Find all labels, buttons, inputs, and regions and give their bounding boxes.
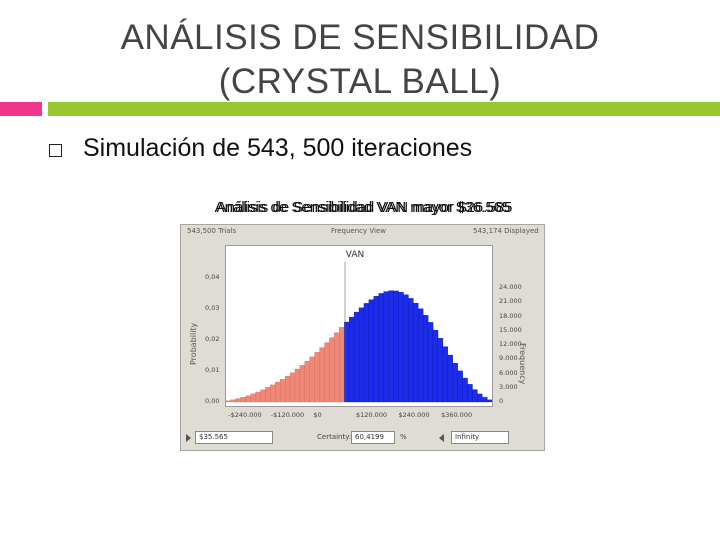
- histogram-bar: [388, 290, 394, 403]
- histogram-bar: [250, 393, 256, 403]
- histogram-bar: [481, 397, 488, 403]
- left-value-field[interactable]: $35.565: [195, 431, 273, 444]
- frequency-tick: 6.000: [499, 368, 518, 377]
- histogram-bar: [472, 389, 478, 403]
- histogram-bar: [462, 377, 468, 403]
- histogram-bar: [275, 381, 281, 403]
- histogram-bar: [314, 352, 320, 403]
- slide-title-line2: (CRYSTAL BALL): [218, 62, 502, 101]
- frequency-axis-label: Frequency: [518, 343, 527, 385]
- histogram-bar: [437, 338, 444, 403]
- histogram-bar: [373, 296, 380, 403]
- histogram-bar: [452, 362, 458, 403]
- chart-caption-text-a: Análisis de Sensibilidad VAN mayor $36.5…: [214, 199, 511, 216]
- x-tick: $120.000: [355, 411, 387, 419]
- probability-tick: 0,04: [205, 272, 220, 281]
- histogram-bar: [299, 365, 306, 403]
- probability-tick: 0,00: [205, 397, 220, 405]
- percent-label: %: [400, 433, 407, 441]
- histogram-bar: [240, 397, 247, 403]
- histogram-plot: VAN: [225, 245, 493, 407]
- histogram-bar: [467, 384, 473, 403]
- left-grabber-icon[interactable]: [186, 434, 191, 442]
- histogram-bar: [353, 311, 360, 403]
- histogram-bar: [319, 347, 325, 403]
- histogram-bar: [477, 393, 483, 403]
- histogram-bar: [368, 299, 375, 403]
- certainty-label: Certainty:: [317, 433, 352, 441]
- frequency-tick: 3.000: [499, 382, 518, 391]
- x-tick: $360.000: [441, 411, 473, 419]
- histogram-bar: [255, 391, 261, 403]
- histogram-bar: [309, 356, 316, 403]
- frequency-tick: 9.000: [499, 354, 518, 363]
- histogram-bar: [280, 379, 286, 403]
- histogram-bar: [270, 384, 276, 403]
- histogram-bar: [378, 293, 384, 403]
- histogram-bar: [339, 327, 345, 403]
- histogram-bar: [413, 302, 419, 403]
- view-label: Frequency View: [331, 227, 386, 235]
- trials-label: 543,500 Trials: [187, 227, 237, 235]
- histogram-bar: [284, 376, 291, 403]
- histogram-bar: [363, 303, 370, 403]
- frequency-tick: 12.000: [499, 340, 522, 348]
- x-tick: -$120.000: [270, 411, 305, 419]
- histogram-bar: [447, 354, 453, 403]
- histogram-bar: [393, 290, 399, 403]
- frequency-tick: 0: [499, 397, 504, 405]
- histogram-bar: [427, 322, 434, 403]
- certainty-field[interactable]: 60,4199: [351, 431, 395, 444]
- probability-tick: 0,03: [205, 303, 220, 312]
- histogram-bar: [417, 308, 424, 403]
- histogram-bar: [403, 294, 409, 403]
- histogram-bar: [486, 399, 493, 403]
- histogram-bar: [265, 387, 271, 403]
- right-value-field[interactable]: Infinity: [451, 431, 509, 444]
- histogram-bar: [442, 346, 449, 403]
- histogram-bar: [260, 389, 266, 403]
- histogram-bar: [230, 399, 237, 403]
- histogram-bar: [225, 400, 232, 403]
- crystal-ball-forecast-window: 543,500 Trials Frequency View 543,174 Di…: [180, 224, 545, 451]
- chart-title: VAN: [346, 250, 364, 260]
- histogram-bar: [304, 361, 311, 403]
- probability-axis-label: Probability: [189, 322, 198, 365]
- bullet-text: Simulación de 543, 500 iteraciones: [83, 134, 473, 162]
- accent-bar-pink: [0, 102, 42, 116]
- histogram-bar: [329, 337, 335, 403]
- slide-title-line1: ANÁLISIS DE SENSIBILIDAD: [120, 18, 600, 57]
- probability-tick: 0,01: [205, 365, 220, 374]
- probability-tick: 0,02: [205, 334, 220, 343]
- right-grabber-icon[interactable]: [439, 434, 444, 442]
- chart-caption: Análisis de Sensibilidad VAN mayor $36.5…: [180, 199, 545, 217]
- histogram-bar: [422, 315, 429, 403]
- histogram-bar: [408, 298, 414, 403]
- histogram-bar: [432, 329, 439, 403]
- histogram-bar: [235, 398, 242, 403]
- histogram-bar: [294, 368, 301, 403]
- histogram-svg: VAN: [225, 250, 493, 403]
- histogram-bar: [324, 342, 330, 403]
- frequency-tick: 18.000: [499, 311, 522, 320]
- histogram-bar: [349, 316, 355, 403]
- square-bullet-icon: [49, 144, 62, 157]
- displayed-label: 543,174 Displayed: [473, 227, 539, 235]
- histogram-bar: [398, 292, 404, 403]
- histogram-bar: [245, 395, 251, 403]
- frequency-tick: 21.000: [499, 297, 522, 306]
- histogram-bar: [334, 332, 340, 403]
- accent-bar-green: [48, 102, 720, 116]
- frequency-tick: 24.000: [499, 283, 522, 291]
- frequency-tick: 15.000: [499, 325, 522, 334]
- x-tick: -$240.000: [228, 411, 262, 419]
- histogram-bar: [289, 372, 296, 403]
- histogram-bar: [383, 291, 389, 403]
- histogram-bar: [457, 370, 463, 403]
- histogram-bar: [358, 307, 365, 403]
- x-tick: $0: [313, 411, 322, 419]
- x-tick: $240.000: [398, 411, 430, 419]
- chart-caption-text-b: Análisis de Sensibilidad VAN mayor $26.5…: [216, 199, 513, 216]
